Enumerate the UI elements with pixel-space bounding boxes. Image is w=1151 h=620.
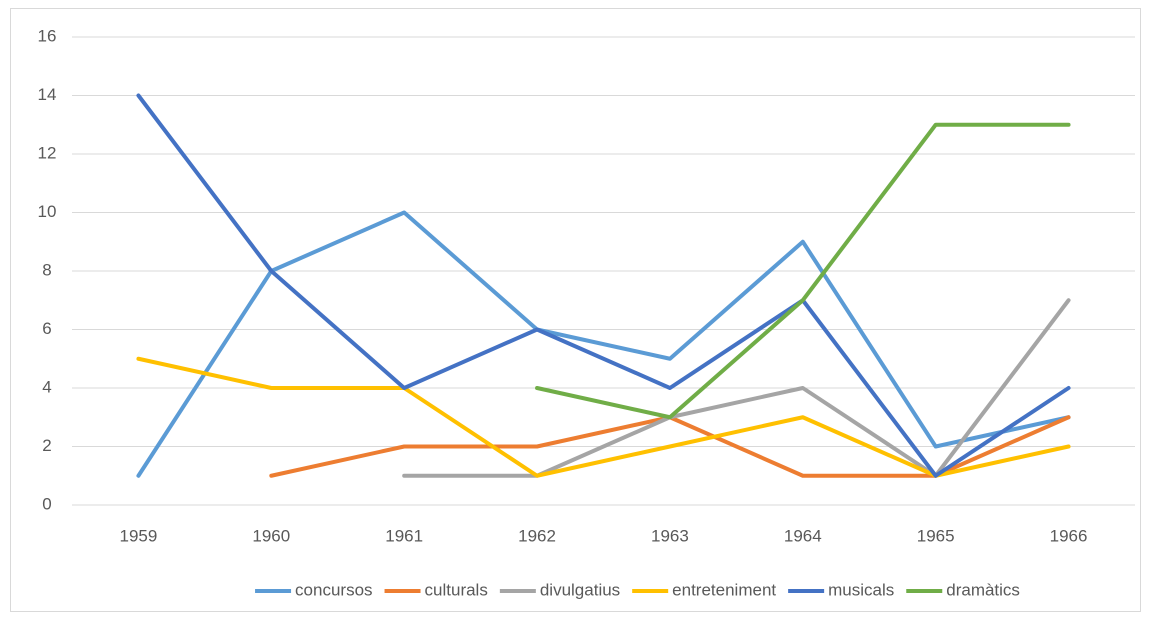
x-tick-label: 1966 — [1050, 526, 1088, 545]
legend-label: culturals — [425, 580, 488, 599]
x-tick-label: 1960 — [252, 526, 290, 545]
legend-label: musicals — [828, 580, 894, 599]
y-tick-label: 10 — [38, 202, 57, 221]
x-tick-label: 1961 — [385, 526, 423, 545]
series-line — [535, 122, 1071, 420]
legend-label: dramàtics — [946, 580, 1020, 599]
series-line — [136, 93, 1071, 478]
x-tick-label: 1963 — [651, 526, 689, 545]
legend-label: divulgatius — [540, 580, 620, 599]
y-tick-label: 14 — [38, 85, 57, 104]
y-tick-label: 0 — [42, 494, 51, 513]
series-line — [136, 210, 1071, 478]
y-tick-label: 2 — [42, 436, 51, 455]
x-tick-label: 1962 — [518, 526, 556, 545]
series-line — [136, 356, 1071, 478]
y-tick-label: 4 — [42, 377, 51, 396]
y-tick-label: 8 — [42, 260, 51, 279]
legend-label: entreteniment — [672, 580, 776, 599]
x-tick-label: 1964 — [784, 526, 822, 545]
y-tick-label: 6 — [42, 319, 51, 338]
legend-label: concursos — [295, 580, 372, 599]
y-tick-label: 12 — [38, 143, 57, 162]
chart-border — [10, 8, 1141, 612]
x-tick-label: 1959 — [120, 526, 158, 545]
series-line — [402, 298, 1071, 478]
x-tick-label: 1965 — [917, 526, 955, 545]
y-tick-label: 16 — [38, 26, 57, 45]
